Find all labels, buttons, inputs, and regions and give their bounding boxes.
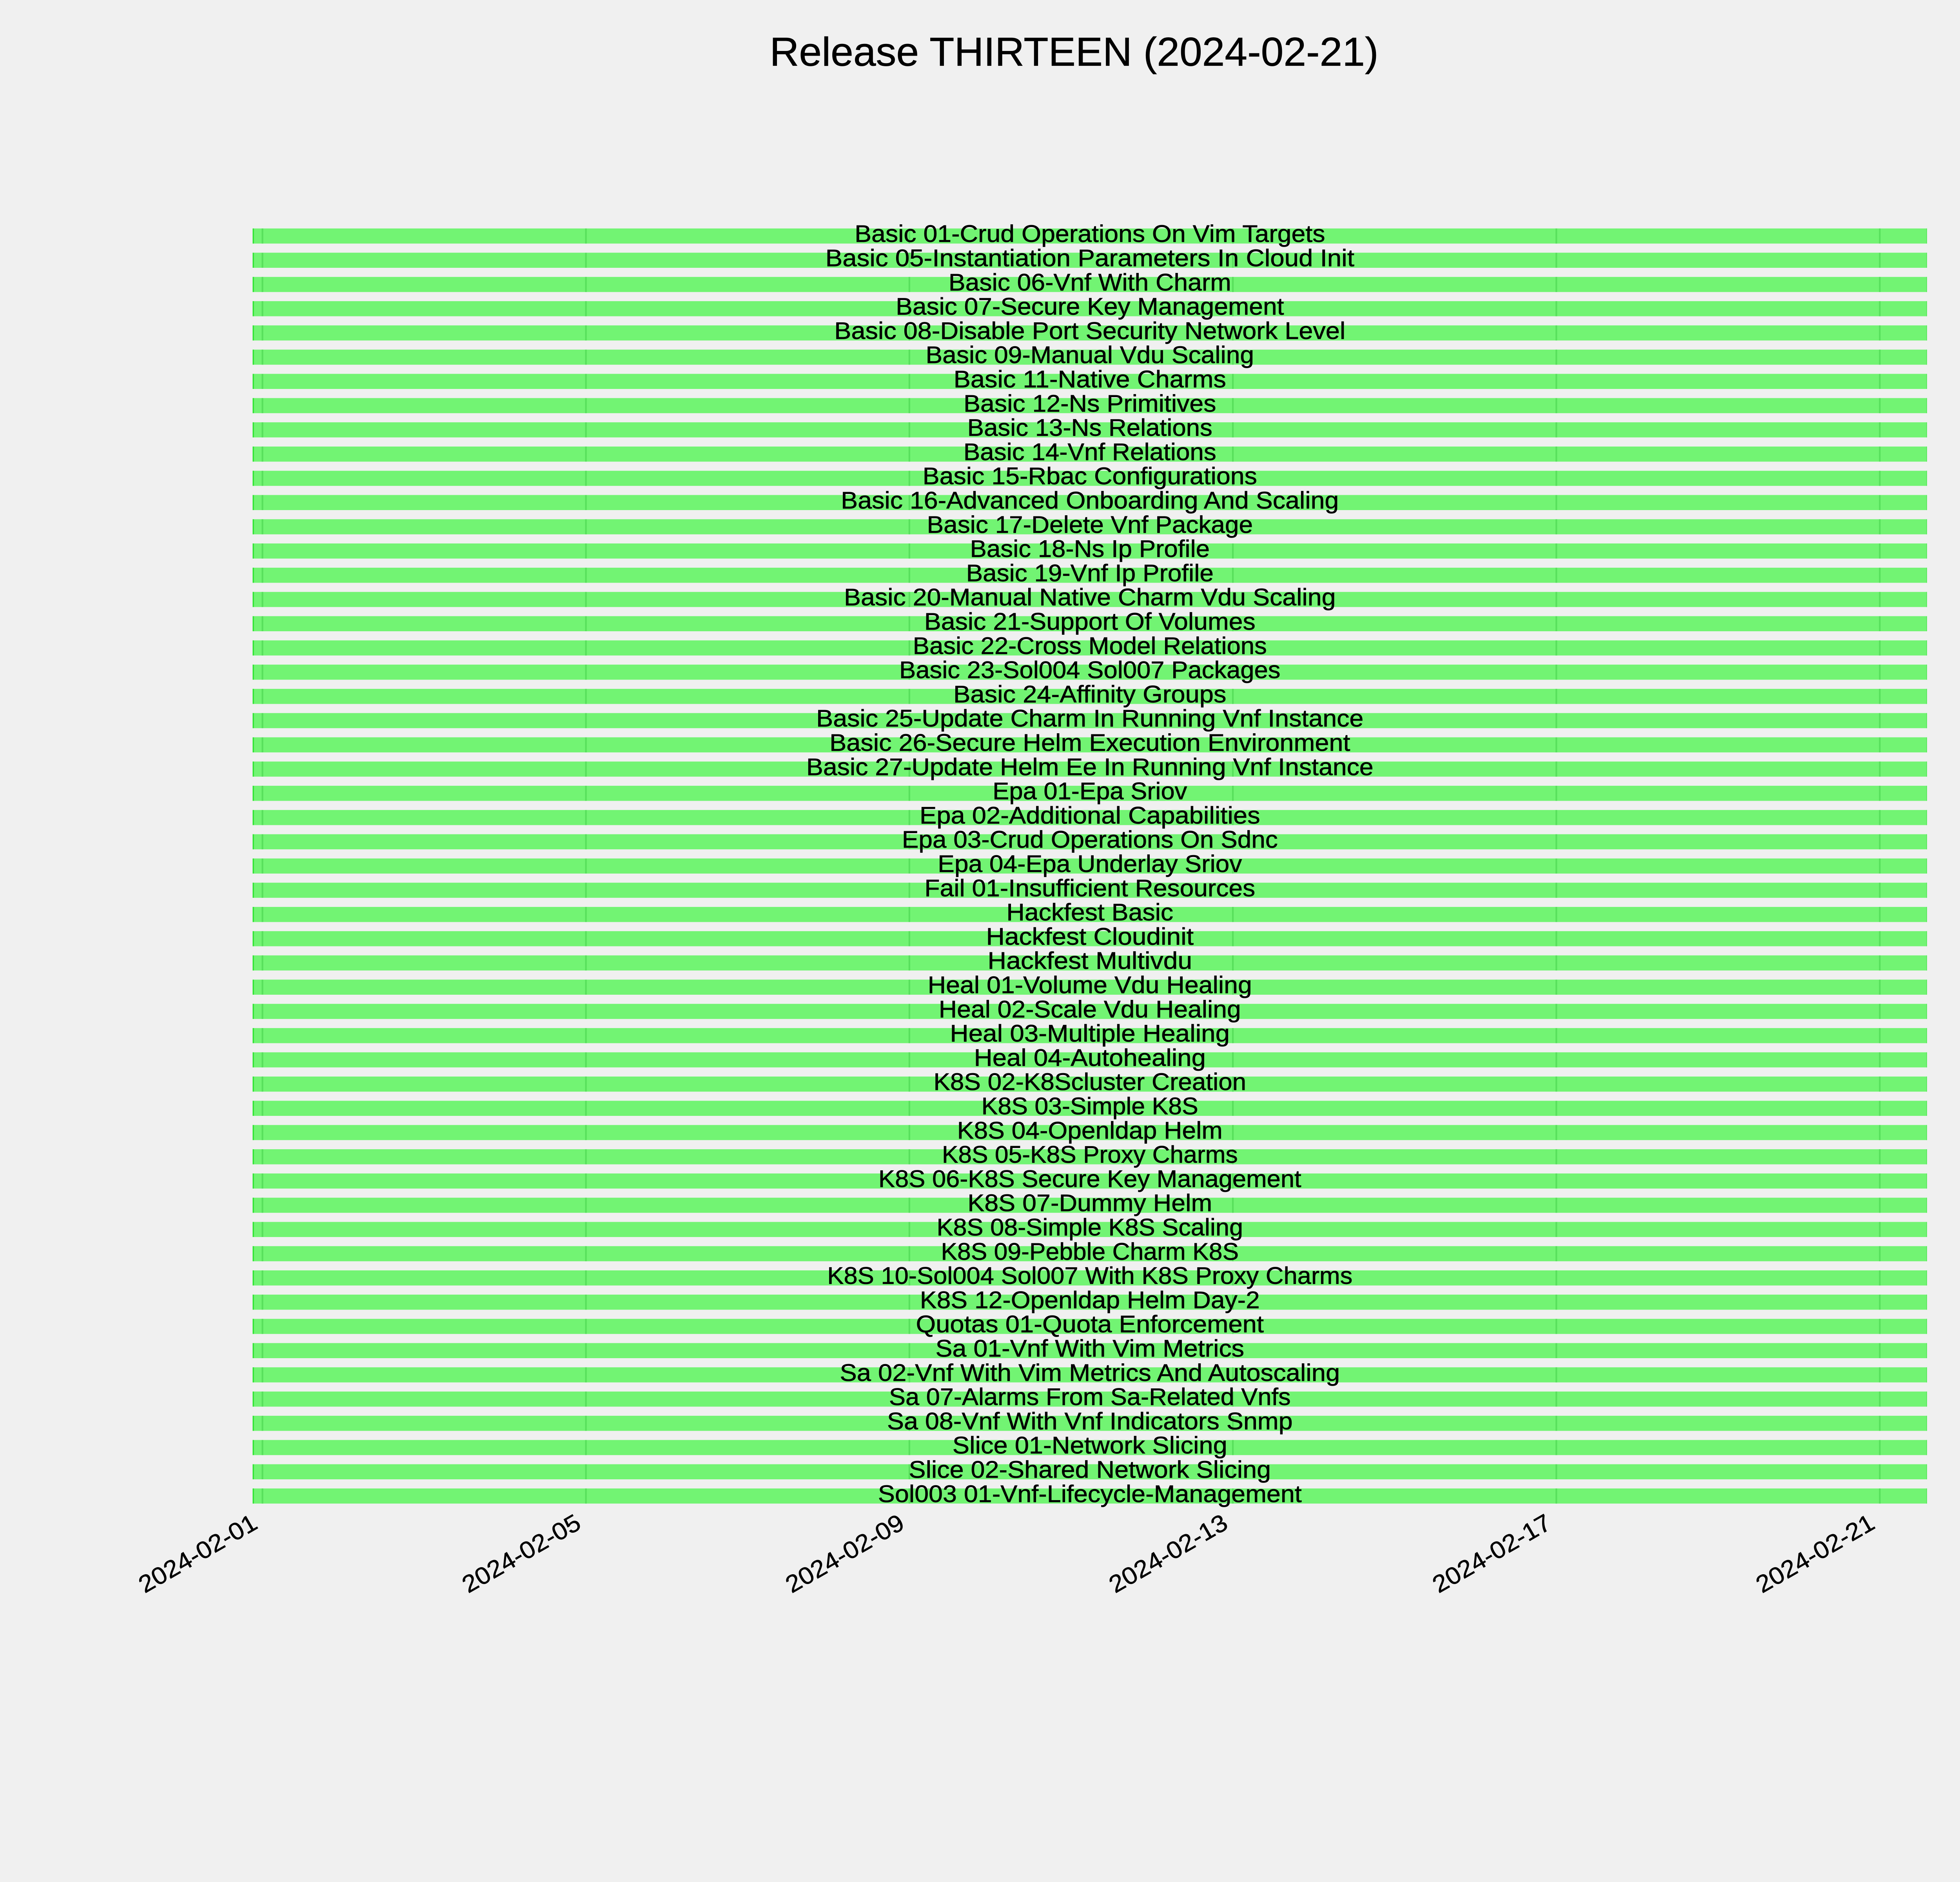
svg-text:K8S 09-Pebble Charm K8S: K8S 09-Pebble Charm K8S [941,1238,1239,1265]
svg-text:Sa 07-Alarms From Sa-Related V: Sa 07-Alarms From Sa-Related Vnfs [889,1384,1291,1411]
svg-text:Basic 21-Support Of Volumes: Basic 21-Support Of Volumes [924,608,1256,635]
svg-text:Basic 05-Instantiation Paramet: Basic 05-Instantiation Parameters In Clo… [826,245,1354,272]
svg-text:Basic 06-Vnf With Charm: Basic 06-Vnf With Charm [949,269,1231,296]
svg-text:Basic 22-Cross Model Relations: Basic 22-Cross Model Relations [913,632,1267,659]
svg-text:Basic 11-Native Charms: Basic 11-Native Charms [954,366,1226,393]
svg-text:Basic 27-Update Helm Ee In Run: Basic 27-Update Helm Ee In Running Vnf I… [806,754,1374,781]
svg-text:Hackfest Cloudinit: Hackfest Cloudinit [986,923,1194,950]
svg-text:K8S 04-Openldap Helm: K8S 04-Openldap Helm [957,1117,1223,1144]
svg-text:Basic 23-Sol004 Sol007 Package: Basic 23-Sol004 Sol007 Packages [899,657,1281,684]
svg-text:Sa 01-Vnf With Vim Metrics: Sa 01-Vnf With Vim Metrics [936,1335,1245,1362]
svg-text:K8S 05-K8S Proxy Charms: K8S 05-K8S Proxy Charms [942,1141,1238,1168]
svg-text:Basic 18-Ns Ip Profile: Basic 18-Ns Ip Profile [970,536,1210,563]
svg-text:K8S 10-Sol004 Sol007 With K8S: K8S 10-Sol004 Sol007 With K8S Proxy Char… [827,1263,1352,1290]
svg-text:Epa 01-Epa Sriov: Epa 01-Epa Sriov [993,778,1187,805]
svg-text:K8S 06-K8S Secure Key Manageme: K8S 06-K8S Secure Key Management [878,1165,1301,1192]
svg-text:Basic 25-Update Charm In Runni: Basic 25-Update Charm In Running Vnf Ins… [816,705,1363,732]
svg-text:Basic 01-Crud Operations On Vi: Basic 01-Crud Operations On Vim Targets [855,220,1325,247]
svg-text:K8S 08-Simple K8S Scaling: K8S 08-Simple K8S Scaling [936,1214,1243,1241]
svg-text:K8S 12-Openldap Helm Day-2: K8S 12-Openldap Helm Day-2 [920,1286,1260,1313]
svg-text:Epa 03-Crud Operations On Sdnc: Epa 03-Crud Operations On Sdnc [902,826,1278,853]
svg-text:Heal 02-Scale Vdu Healing: Heal 02-Scale Vdu Healing [939,996,1241,1023]
svg-text:Fail 01-Insufficient Resources: Fail 01-Insufficient Resources [924,875,1255,902]
svg-text:Basic 16-Advanced Onboarding A: Basic 16-Advanced Onboarding And Scaling [841,487,1339,514]
svg-text:Epa 04-Epa Underlay Sriov: Epa 04-Epa Underlay Sriov [938,850,1242,877]
svg-text:Basic 08-Disable Port Security: Basic 08-Disable Port Security Network L… [834,317,1345,344]
svg-text:K8S 03-Simple K8S: K8S 03-Simple K8S [982,1093,1198,1120]
svg-text:Basic 19-Vnf Ip Profile: Basic 19-Vnf Ip Profile [966,560,1214,587]
svg-text:Quotas 01-Quota Enforcement: Quotas 01-Quota Enforcement [916,1311,1264,1338]
svg-text:Basic 14-Vnf Relations: Basic 14-Vnf Relations [964,438,1216,465]
svg-text:Basic 24-Affinity Groups: Basic 24-Affinity Groups [953,681,1226,708]
svg-text:Slice 02-Shared Network Slicin: Slice 02-Shared Network Slicing [909,1456,1271,1483]
svg-text:Basic 20-Manual Native Charm V: Basic 20-Manual Native Charm Vdu Scaling [844,584,1336,611]
svg-text:Basic 13-Ns Relations: Basic 13-Ns Relations [967,414,1212,441]
svg-text:Basic 26-Secure Helm Execution: Basic 26-Secure Helm Execution Environme… [829,729,1350,756]
svg-text:Slice 01-Network Slicing: Slice 01-Network Slicing [953,1432,1227,1459]
svg-text:Hackfest Basic: Hackfest Basic [1006,899,1173,926]
svg-text:Basic 09-Manual Vdu Scaling: Basic 09-Manual Vdu Scaling [926,342,1254,369]
svg-text:Sa 08-Vnf With Vnf Indicators: Sa 08-Vnf With Vnf Indicators Snmp [887,1408,1293,1435]
svg-text:Sol003 01-Vnf-Lifecycle-Manage: Sol003 01-Vnf-Lifecycle-Management [878,1481,1302,1508]
svg-text:K8S 07-Dummy Helm: K8S 07-Dummy Helm [967,1190,1212,1217]
svg-text:Basic 15-Rbac Configurations: Basic 15-Rbac Configurations [923,463,1257,490]
svg-text:Sa 02-Vnf With Vim Metrics And: Sa 02-Vnf With Vim Metrics And Autoscali… [840,1359,1340,1386]
svg-text:Hackfest Multivdu: Hackfest Multivdu [987,947,1192,974]
svg-text:Release THIRTEEN (2024-02-21): Release THIRTEEN (2024-02-21) [770,29,1379,74]
svg-text:K8S 02-K8Scluster Creation: K8S 02-K8Scluster Creation [933,1068,1246,1095]
svg-text:Basic 07-Secure Key Management: Basic 07-Secure Key Management [896,293,1284,320]
svg-text:Heal 01-Volume Vdu Healing: Heal 01-Volume Vdu Healing [928,972,1252,999]
svg-text:Epa 02-Additional Capabilities: Epa 02-Additional Capabilities [920,802,1260,829]
svg-text:Basic 12-Ns Primitives: Basic 12-Ns Primitives [964,390,1216,417]
svg-text:Heal 04-Autohealing: Heal 04-Autohealing [974,1044,1206,1071]
svg-text:Heal 03-Multiple Healing: Heal 03-Multiple Healing [950,1020,1230,1047]
svg-text:Basic 17-Delete Vnf Package: Basic 17-Delete Vnf Package [927,511,1253,538]
